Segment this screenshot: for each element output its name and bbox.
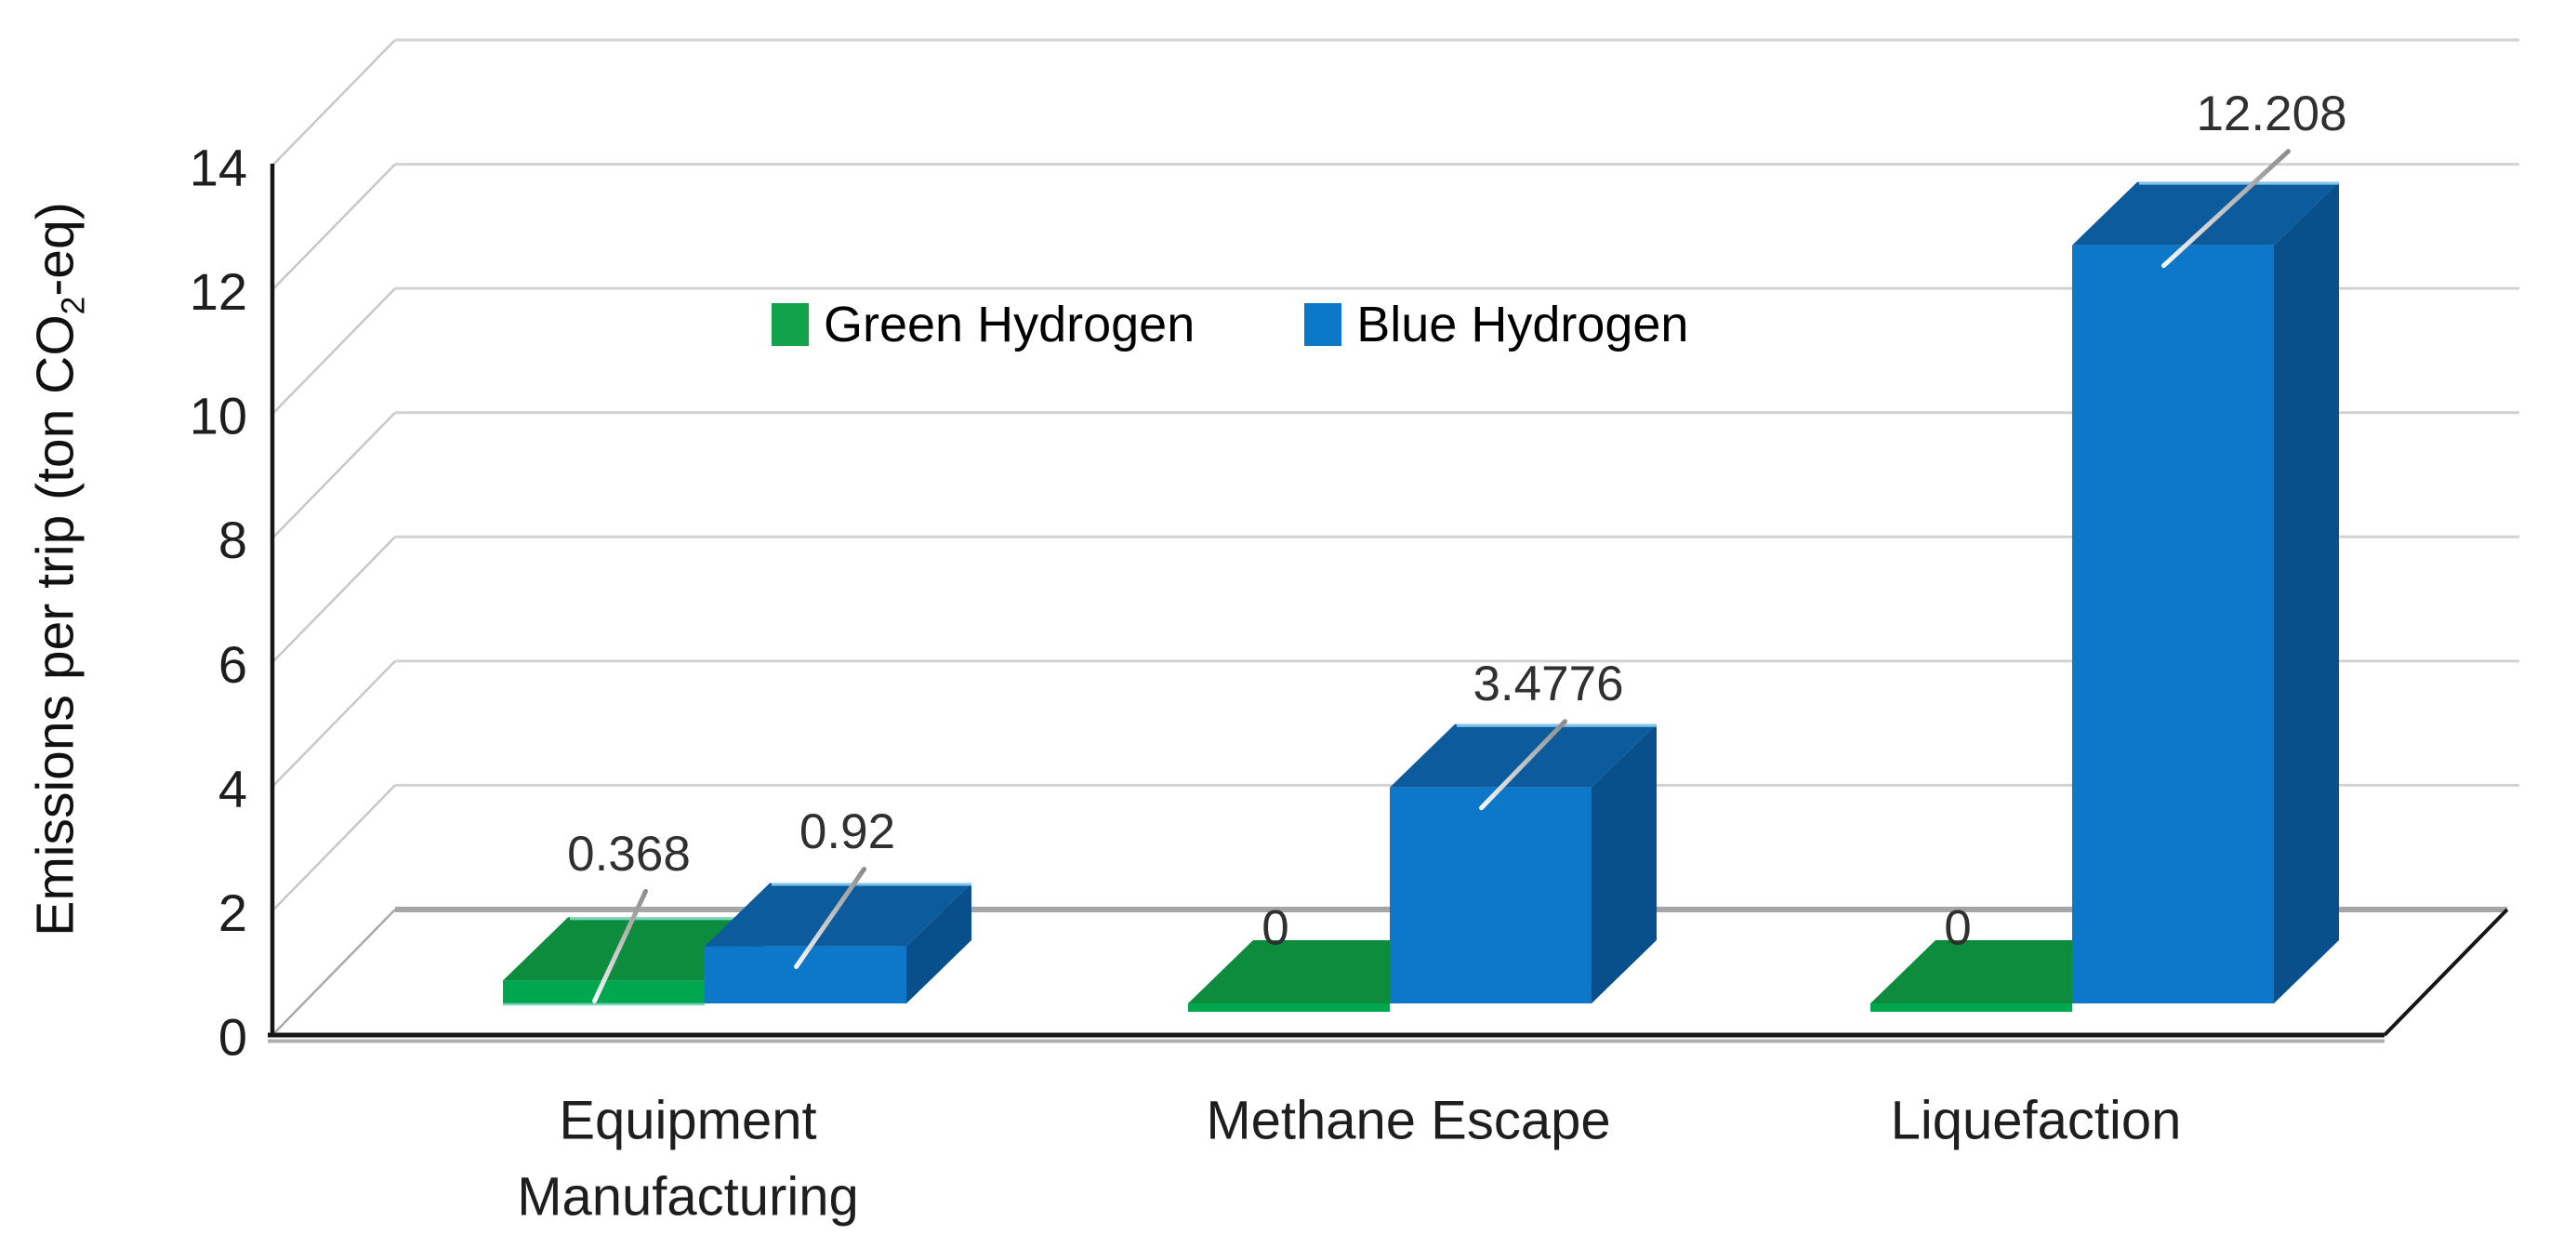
y-tick-label-6: 6: [218, 635, 247, 694]
y-tick-label-14: 14: [190, 139, 247, 197]
y-axis-title-subscript: 2: [55, 296, 92, 315]
data-label-leader-2-1: [2161, 149, 2291, 269]
category-label-1-line-0: Methane Escape: [1206, 1091, 1610, 1151]
wall-diagonal-2: [271, 784, 396, 912]
wall-diagonal-6: [271, 536, 396, 664]
wall-diagonal-8: [271, 411, 396, 539]
data-label-0-0: 0.368: [567, 827, 691, 882]
bar-green-hydrogen-2-front: [1870, 1003, 2072, 1012]
legend-item-blue-hydrogen: Blue Hydrogen: [1304, 296, 1688, 353]
bar-blue-hydrogen-2-top: [2072, 181, 2339, 246]
y-tick-label-2: 2: [218, 883, 247, 942]
bar-blue-hydrogen-1-front: [1390, 787, 1592, 1003]
bar-blue-hydrogen-0-top: [705, 883, 971, 947]
green-series-swatch-icon: [772, 303, 809, 346]
y-tick-label-0: 0: [218, 1008, 247, 1067]
y-axis-title-text: Emissions per trip (ton CO: [25, 314, 86, 936]
data-label-2-1: 12.208: [2196, 86, 2346, 141]
bar-blue-hydrogen-1-side: [1592, 724, 1657, 1003]
bar-blue-hydrogen-0-side: [906, 883, 971, 1003]
data-label-2-0: 0: [1944, 901, 1971, 956]
y-tick-label-10: 10: [190, 387, 247, 445]
data-label-leader-1-1: [1479, 719, 1567, 811]
y-tick-label-12: 12: [190, 262, 247, 321]
wall-diagonal-4: [271, 659, 396, 788]
legend: Green Hydrogen Blue Hydrogen: [772, 296, 1688, 353]
y-axis-title: Emissions per trip (ton CO2-eq): [24, 202, 92, 936]
data-label-1-1: 3.4776: [1473, 657, 1623, 711]
floor-left-edge: [271, 909, 396, 1036]
bar-green-hydrogen-0-top: [503, 917, 770, 981]
wall-diagonal-12: [271, 163, 396, 291]
y-tick-label-4: 4: [218, 759, 247, 817]
bar-blue-hydrogen-0-front: [705, 946, 906, 1003]
bar-blue-hydrogen-2-side: [2274, 181, 2339, 1003]
bar-green-hydrogen-1-top: [1188, 940, 1455, 1003]
wall-diagonal-10: [271, 287, 396, 416]
legend-item-green-hydrogen: Green Hydrogen: [772, 296, 1195, 353]
bar-blue-hydrogen-1-top: [1390, 724, 1657, 788]
y-axis-title-text-end: -eq): [25, 202, 86, 297]
category-label-0-line-1: Manufacturing: [517, 1167, 859, 1228]
wall-diagonal-14: [271, 39, 396, 166]
legend-label: Blue Hydrogen: [1356, 297, 1689, 352]
data-label-leader-0-1: [794, 867, 866, 970]
data-label-1-0: 0: [1262, 901, 1288, 956]
floor-right-edge: [2383, 908, 2509, 1037]
blue-series-swatch-icon: [1304, 303, 1342, 346]
bar-green-hydrogen-0-front: [503, 980, 705, 1003]
bar-blue-hydrogen-2-front: [2072, 245, 2274, 1003]
data-label-leader-0-0: [592, 888, 648, 1003]
y-tick-label-8: 8: [218, 511, 247, 569]
bar-green-hydrogen-2-top: [1870, 940, 2137, 1003]
category-label-2-line-0: Liquefaction: [1891, 1091, 2182, 1151]
data-label-0-1: 0.92: [799, 804, 895, 859]
legend-label: Green Hydrogen: [824, 297, 1196, 352]
category-label-0-line-0: Equipment: [559, 1091, 816, 1151]
bar-green-hydrogen-1-front: [1188, 1003, 1390, 1012]
